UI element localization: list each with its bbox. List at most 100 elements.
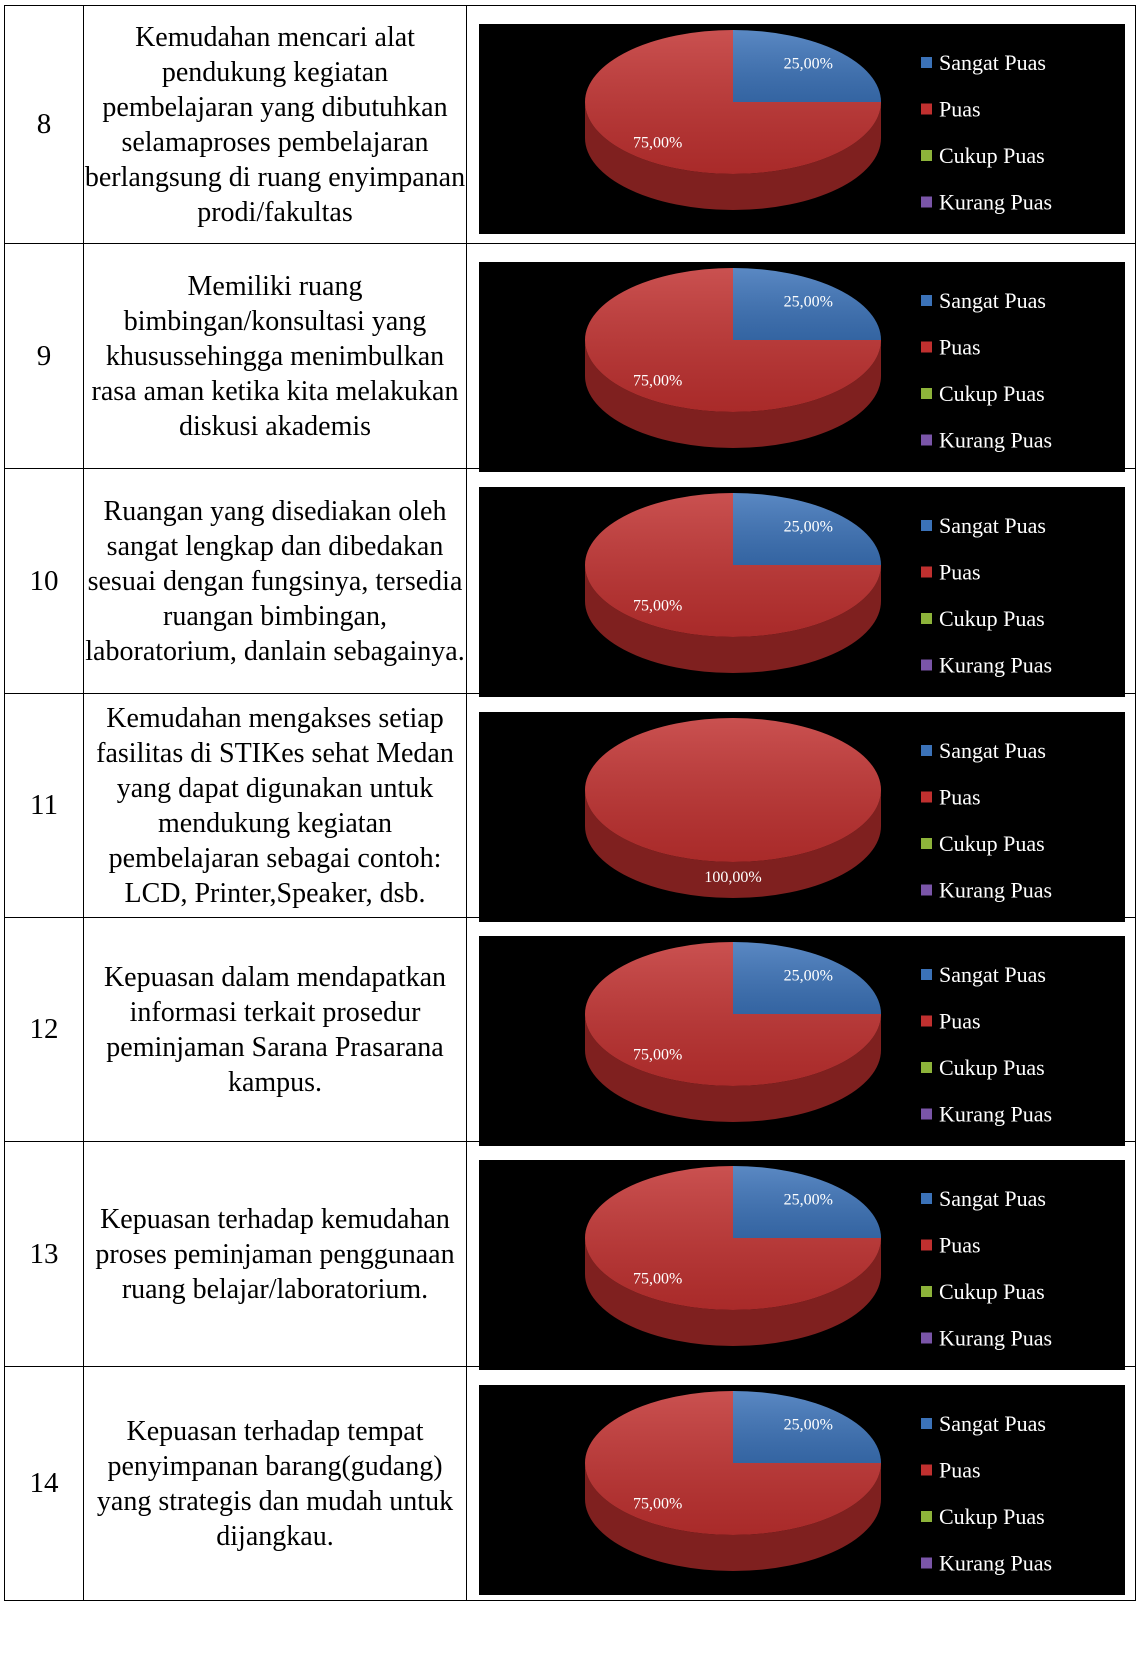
- legend-swatch-sangat-puas: [921, 1418, 932, 1429]
- table-row: 9 Memiliki ruang bimbingan/konsultasi ya…: [4, 243, 1136, 472]
- pie-slice-sheen-sangat-puas: [733, 30, 881, 102]
- data-label: 75,00%: [633, 1047, 682, 1064]
- pie-chart: 25,00% 75,00% Sangat Puas Puas Cukup Puas Kur…: [479, 262, 1125, 472]
- data-label: 100,00%: [704, 869, 761, 886]
- pie-slice-sheen-puas: [585, 1166, 881, 1310]
- chart-cell: 25,00% 75,00% Sangat Puas Puas Cukup Puas Kur…: [466, 5, 1136, 244]
- legend-swatch-puas: [921, 103, 932, 115]
- legend-item-sangat-puas: Sangat Puas: [939, 50, 1046, 75]
- legend-swatch-sangat-puas: [921, 57, 932, 68]
- pie-chart: 25,00% 75,00% Sangat Puas Puas Cukup Puas Kur…: [479, 487, 1125, 697]
- legend-swatch-puas: [921, 1015, 932, 1027]
- legend-item-sangat-puas: Sangat Puas: [939, 1411, 1046, 1436]
- legend-swatch-puas: [921, 1464, 932, 1476]
- pie-slice-sheen-puas: [585, 942, 881, 1086]
- pie-slice-sheen-sangat-puas: [733, 1391, 881, 1463]
- pie-slice-sheen-sangat-puas: [733, 942, 881, 1014]
- legend-item-puas: Puas: [939, 1009, 981, 1034]
- legend-swatch-cukup-puas: [921, 1511, 932, 1522]
- pie-slice-sheen-sangat-puas: [733, 1166, 881, 1238]
- legend-item-kurang-puas: Kurang Puas: [939, 190, 1052, 215]
- legend-swatch-cukup-puas: [921, 1286, 932, 1297]
- row-number: 14: [4, 1366, 84, 1601]
- pie-slice-side-puas: [585, 790, 881, 898]
- legend-item-sangat-puas: Sangat Puas: [939, 513, 1046, 538]
- pie-slice-sheen-puas: [585, 268, 881, 412]
- legend-item-kurang-puas: Kurang Puas: [939, 1102, 1052, 1127]
- legend-swatch-puas: [921, 341, 932, 353]
- legend-swatch-kurang-puas: [921, 1108, 932, 1120]
- legend-item-puas: Puas: [939, 335, 981, 360]
- legend-item-puas: Puas: [939, 560, 981, 585]
- chart-cell: 100,00% Sangat Puas Puas Cukup Puas Kurang P…: [466, 693, 1136, 922]
- legend-item-cukup-puas: Cukup Puas: [939, 1055, 1045, 1080]
- pie-slice-side-puas: [585, 102, 881, 210]
- legend-swatch-kurang-puas: [921, 659, 932, 671]
- pie-slice-sheen-puas: [585, 718, 881, 862]
- data-label: 25,00%: [784, 1191, 833, 1208]
- pie-chart: 25,00% 75,00% Sangat Puas Puas Cukup Puas Kur…: [479, 24, 1125, 234]
- legend-swatch-cukup-puas: [921, 838, 932, 849]
- survey-table-body: 8 Kemudahan mencari alat pendukung kegia…: [4, 5, 1136, 1601]
- pie-chart: 25,00% 75,00% Sangat Puas Puas Cukup Puas Kur…: [479, 936, 1125, 1146]
- legend-swatch-sangat-puas: [921, 745, 932, 756]
- legend-swatch-cukup-puas: [921, 613, 932, 624]
- legend-item-kurang-puas: Kurang Puas: [939, 1326, 1052, 1351]
- legend-item-cukup-puas: Cukup Puas: [939, 1504, 1045, 1529]
- row-description: Kepuasan terhadap kemudahan proses pemin…: [83, 1141, 467, 1367]
- legend-swatch-kurang-puas: [921, 434, 932, 446]
- pie-slice-sheen-sangat-puas: [733, 268, 881, 340]
- pie-slice-side-puas: [585, 1238, 881, 1346]
- pie-slice-side-puas: [585, 1014, 881, 1122]
- table-row: 12 Kepuasan dalam mendapatkan informasi …: [4, 917, 1136, 1146]
- pie-slice-sheen-puas: [585, 30, 881, 174]
- data-label: 25,00%: [784, 518, 833, 535]
- table-row: 13 Kepuasan terhadap kemudahan proses pe…: [4, 1141, 1136, 1370]
- row-number: 8: [4, 5, 84, 244]
- row-description: Memiliki ruang bimbingan/konsultasi yang…: [83, 243, 467, 469]
- legend-swatch-cukup-puas: [921, 388, 932, 399]
- survey-table: 8 Kemudahan mencari alat pendukung kegia…: [4, 5, 1136, 1601]
- chart-cell: 25,00% 75,00% Sangat Puas Puas Cukup Puas Kur…: [466, 468, 1136, 697]
- pie-slice-sheen-sangat-puas: [733, 493, 881, 565]
- legend-swatch-cukup-puas: [921, 1062, 932, 1073]
- table-row: 14 Kepuasan terhadap tempat penyimpanan …: [4, 1366, 1136, 1601]
- table-row: 11 Kemudahan mengakses setiap fasilitas …: [4, 693, 1136, 922]
- data-label: 25,00%: [784, 1416, 833, 1433]
- pie-slice-side-puas: [585, 565, 881, 673]
- legend-swatch-sangat-puas: [921, 520, 932, 531]
- legend-swatch-sangat-puas: [921, 969, 932, 980]
- row-description: Kepuasan terhadap tempat penyimpanan bar…: [83, 1366, 467, 1601]
- legend-item-sangat-puas: Sangat Puas: [939, 738, 1046, 763]
- row-number: 10: [4, 468, 84, 694]
- legend-item-sangat-puas: Sangat Puas: [939, 962, 1046, 987]
- chart-cell: 25,00% 75,00% Sangat Puas Puas Cukup Puas Kur…: [466, 243, 1136, 472]
- row-description: Kemudahan mencari alat pendukung kegiata…: [83, 5, 467, 244]
- legend-item-cukup-puas: Cukup Puas: [939, 831, 1045, 856]
- legend-swatch-sangat-puas: [921, 1193, 932, 1204]
- data-label: 75,00%: [633, 1496, 682, 1513]
- legend-item-sangat-puas: Sangat Puas: [939, 1186, 1046, 1211]
- legend-item-cukup-puas: Cukup Puas: [939, 606, 1045, 631]
- legend-swatch-puas: [921, 566, 932, 578]
- legend-item-cukup-puas: Cukup Puas: [939, 143, 1045, 168]
- pie-chart: 100,00% Sangat Puas Puas Cukup Puas Kurang P…: [479, 712, 1125, 922]
- pie-slice-side-puas: [585, 1463, 881, 1571]
- legend-item-sangat-puas: Sangat Puas: [939, 288, 1046, 313]
- legend-swatch-kurang-puas: [921, 1557, 932, 1569]
- row-number: 9: [4, 243, 84, 469]
- legend-item-kurang-puas: Kurang Puas: [939, 428, 1052, 453]
- legend-item-kurang-puas: Kurang Puas: [939, 878, 1052, 903]
- chart-cell: 25,00% 75,00% Sangat Puas Puas Cukup Puas Kur…: [466, 1366, 1136, 1601]
- data-label: 25,00%: [784, 293, 833, 310]
- table-row: 10 Ruangan yang disediakan oleh sangat l…: [4, 468, 1136, 697]
- data-label: 75,00%: [633, 373, 682, 390]
- legend-item-kurang-puas: Kurang Puas: [939, 653, 1052, 678]
- pie-slice-sheen-puas: [585, 493, 881, 637]
- legend-item-kurang-puas: Kurang Puas: [939, 1551, 1052, 1576]
- legend-swatch-kurang-puas: [921, 1332, 932, 1344]
- legend-swatch-puas: [921, 791, 932, 803]
- legend-item-puas: Puas: [939, 785, 981, 810]
- data-label: 25,00%: [784, 55, 833, 72]
- legend-item-cukup-puas: Cukup Puas: [939, 1279, 1045, 1304]
